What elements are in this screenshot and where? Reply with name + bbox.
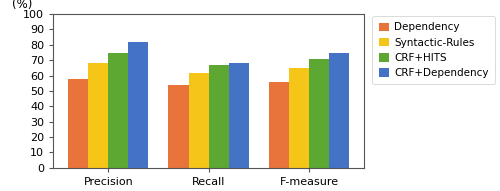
Bar [289,68,309,168]
Bar [128,42,148,168]
Bar [108,53,128,168]
Bar [188,73,208,168]
Y-axis label: (%): (%) [12,0,32,11]
Bar [309,59,329,168]
Bar [88,63,108,168]
Bar [269,82,289,168]
Bar [228,63,248,168]
Legend: Dependency, Syntactic-Rules, CRF+HITS, CRF+Dependency: Dependency, Syntactic-Rules, CRF+HITS, C… [372,16,495,84]
Bar [329,53,349,168]
Bar [168,85,188,168]
Bar [208,65,229,168]
Bar [68,79,88,168]
